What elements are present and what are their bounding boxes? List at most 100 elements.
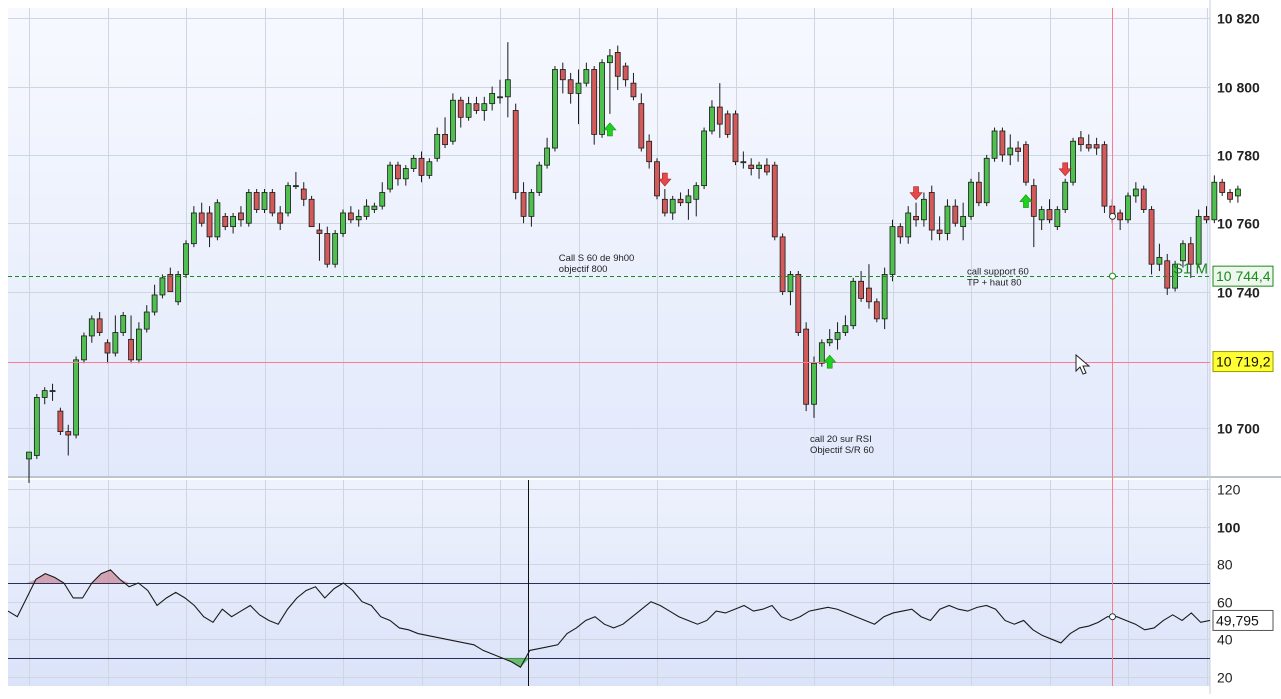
candle xyxy=(33,394,40,459)
candle-body-down xyxy=(104,342,111,354)
candle xyxy=(489,86,496,111)
candle-body-down xyxy=(795,274,802,333)
candle-body-down xyxy=(661,198,668,214)
candle xyxy=(811,356,817,418)
candle xyxy=(936,216,943,241)
candle xyxy=(1195,209,1202,268)
candle xyxy=(112,315,119,357)
rsi-panel xyxy=(7,569,1211,669)
chart-annotation-text: Call S 60 de 9h00 xyxy=(559,253,635,264)
candle-body-up xyxy=(81,335,87,361)
candle-body-up xyxy=(552,69,558,149)
candle-body-down xyxy=(316,229,323,234)
candle xyxy=(1211,175,1218,224)
candle xyxy=(952,199,959,227)
candle-body-up xyxy=(332,233,339,265)
candle-body-down xyxy=(873,301,880,320)
candle xyxy=(1007,134,1014,166)
candle-body-up xyxy=(599,62,605,135)
candle xyxy=(26,451,32,483)
candle xyxy=(347,206,354,224)
candle xyxy=(214,199,221,241)
candle xyxy=(395,161,401,186)
candle-body-up xyxy=(355,215,362,221)
candle xyxy=(552,66,558,152)
candle-body-down xyxy=(457,99,464,118)
candle xyxy=(677,192,684,207)
level-label: S1 M xyxy=(1173,261,1208,278)
candle xyxy=(222,212,229,231)
candle xyxy=(960,202,967,241)
candle xyxy=(858,271,864,302)
price-tick-label: 10 760 xyxy=(1217,216,1260,232)
rsi-oversold-fill xyxy=(511,657,521,668)
candle xyxy=(245,189,252,227)
candle-body-up xyxy=(1007,147,1014,156)
candle xyxy=(591,66,598,145)
candle xyxy=(340,209,346,237)
sell-signal-arrow-icon xyxy=(1058,162,1072,177)
price-panel-background xyxy=(8,8,1210,476)
candle-body-up xyxy=(701,130,707,187)
candle xyxy=(646,134,653,169)
candle xyxy=(850,277,857,330)
candle xyxy=(1117,209,1124,231)
candle xyxy=(473,96,480,114)
candle xyxy=(426,158,433,179)
candle xyxy=(842,315,849,336)
candle xyxy=(285,182,291,217)
candle xyxy=(567,72,574,104)
candle xyxy=(41,387,48,405)
candle xyxy=(465,96,472,121)
candle-body-down xyxy=(630,82,637,98)
candle xyxy=(944,199,951,241)
rsi-tick-label: 60 xyxy=(1217,595,1233,611)
candle xyxy=(544,137,550,169)
candle xyxy=(128,315,134,364)
candle xyxy=(512,103,519,200)
candle-body-down xyxy=(96,318,103,333)
candle-body-down xyxy=(222,215,229,228)
candle-body-down xyxy=(253,192,260,210)
candle xyxy=(277,206,284,231)
candle xyxy=(143,305,150,333)
candle xyxy=(159,274,166,299)
rsi-tick-label: 40 xyxy=(1217,632,1233,648)
candle xyxy=(732,110,739,166)
candle-body-down xyxy=(442,133,448,146)
candle xyxy=(1140,185,1147,213)
candle-body-down xyxy=(1219,181,1226,193)
candle xyxy=(1070,137,1076,186)
candle-body-down xyxy=(748,164,755,169)
candle-body-up xyxy=(481,103,488,111)
candle xyxy=(1164,253,1171,295)
candle xyxy=(402,165,409,186)
candle-body-up xyxy=(740,161,747,164)
candle-body-up xyxy=(842,325,849,333)
background-layer xyxy=(8,0,1281,694)
candle xyxy=(190,206,197,248)
cursor-price-tag-text: 10 719,2 xyxy=(1216,354,1271,370)
buy-signal-arrow-icon xyxy=(1019,194,1033,208)
candle-body-up xyxy=(693,185,700,200)
rsi-tick-label: 20 xyxy=(1217,670,1233,686)
candle-body-down xyxy=(167,274,174,292)
rsi-tick-label: 100 xyxy=(1217,520,1241,536)
candle-body-down xyxy=(559,69,566,81)
candle-body-up xyxy=(426,161,433,176)
sell-signal-arrow-icon xyxy=(909,186,923,201)
candle xyxy=(49,383,56,401)
candle xyxy=(536,161,543,196)
candle-body-up xyxy=(1195,215,1202,265)
candle-body-up xyxy=(143,311,150,330)
candle-body-up xyxy=(583,69,590,84)
candle-body-up xyxy=(151,294,158,313)
candle xyxy=(135,322,142,364)
candle-body-down xyxy=(1203,215,1210,221)
candle xyxy=(151,284,158,316)
candle-body-down xyxy=(803,328,810,405)
candle-body-down xyxy=(1030,185,1037,217)
candle-body-down xyxy=(1187,243,1194,265)
